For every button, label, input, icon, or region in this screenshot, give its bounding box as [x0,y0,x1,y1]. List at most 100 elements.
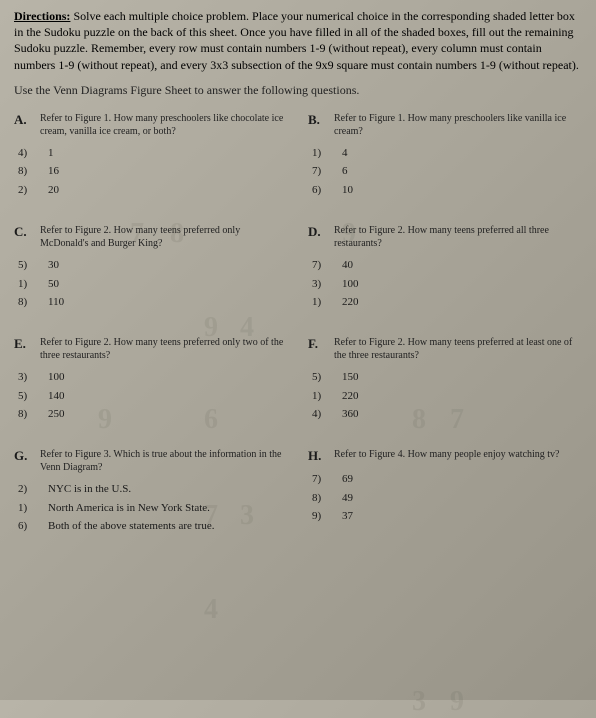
choice-value: 110 [48,293,64,312]
choice-number: 1) [312,144,328,163]
choice-row: 8) 16 [18,162,288,181]
choice-row: 7) 69 [312,470,582,489]
choice-number: 3) [312,275,328,294]
question-letter: A. [14,112,32,128]
choice-number: 6) [18,517,34,536]
directions-block: Directions: Solve each multiple choice p… [14,8,582,73]
choices-list: 2)NYC is in the U.S.1) North America is i… [14,480,288,536]
question-header: F. Refer to Figure 2. How many teens pref… [308,336,582,362]
choice-row: 1) North America is in New York State. [18,499,288,518]
question-header: A. Refer to Figure 1. How many preschoole… [14,112,288,138]
question-block: F. Refer to Figure 2. How many teens pref… [308,336,582,424]
choice-row: 9) 37 [312,507,582,526]
choice-number: 8) [18,162,34,181]
question-text: Refer to Figure 2. How many teens prefer… [334,224,582,250]
choices-list: 5)301)508)110 [14,256,288,312]
choice-value: 100 [48,368,65,387]
choice-number: 4) [312,405,328,424]
choices-list: 1)47)66)10 [308,144,582,200]
question-letter: F. [308,336,326,352]
choice-number: 9) [312,507,328,526]
choice-row: 6) Both of the above statements are true. [18,517,288,536]
question-block: A. Refer to Figure 1. How many preschoole… [14,112,288,200]
question-letter: H. [308,448,326,464]
directions-label: Directions: [14,9,70,23]
choice-value: 69 [342,470,353,489]
choice-value: 49 [342,489,353,508]
question-letter: C. [14,224,32,240]
question-text: Refer to Figure 2. How many teens prefer… [40,336,288,362]
question-letter: B. [308,112,326,128]
question-letter: D. [308,224,326,240]
choice-row: 2)NYC is in the U.S. [18,480,288,499]
choice-value: 250 [48,405,65,424]
question-block: G. Refer to Figure 3. Which is true about… [14,448,288,536]
choices-list: 7) 69 8) 49 9) 37 [308,470,582,526]
question-text: Refer to Figure 1. How many preschoolers… [40,112,288,138]
question-block: C. Refer to Figure 2. How many teens pref… [14,224,288,312]
choice-row: 2) 20 [18,181,288,200]
choice-number: 1) [312,293,328,312]
question-block: H. Refer to Figure 4. How many people enj… [308,448,582,536]
choice-value: 20 [48,181,59,200]
choice-number: 8) [312,489,328,508]
choices-list: 7)403) 100 1) 220 [308,256,582,312]
question-letter: G. [14,448,32,464]
choice-number: 8) [18,405,34,424]
choice-row: 5) 140 [18,387,288,406]
question-header: H. Refer to Figure 4. How many people enj… [308,448,582,464]
choice-value: North America is in New York State. [48,499,210,518]
choice-row: 8) 49 [312,489,582,508]
choice-number: 1) [18,499,34,518]
choice-value: 220 [342,293,359,312]
choice-value: 140 [48,387,65,406]
question-block: D. Refer to Figure 2. How many teens pref… [308,224,582,312]
choice-value: 100 [342,275,359,294]
question-text: Refer to Figure 4. How many people enjoy… [334,448,560,461]
choice-row: 4)360 [312,405,582,424]
choice-number: 7) [312,162,328,181]
choice-row: 4) 1 [18,144,288,163]
choice-value: 16 [48,162,59,181]
question-header: E. Refer to Figure 2. How many teens pref… [14,336,288,362]
choice-value: Both of the above statements are true. [48,517,214,536]
choice-number: 2) [18,181,34,200]
choice-value: 150 [342,368,359,387]
choice-number: 5) [18,256,34,275]
questions-grid: A. Refer to Figure 1. How many preschoole… [14,112,582,554]
sudoku-ghost-number: 9 [450,686,464,718]
question-block: E. Refer to Figure 2. How many teens pref… [14,336,288,424]
choice-row: 3) 100 [18,368,288,387]
choices-list: 5) 150 1) 2204)360 [308,368,582,424]
choice-value: 6 [342,162,348,181]
question-header: D. Refer to Figure 2. How many teens pref… [308,224,582,250]
question-text: Refer to Figure 3. Which is true about t… [40,448,288,474]
question-text: Refer to Figure 1. How many preschoolers… [334,112,582,138]
choice-row: 1) 220 [312,293,582,312]
choice-number: 3) [18,368,34,387]
choice-row: 6)10 [312,181,582,200]
question-header: G. Refer to Figure 3. Which is true about… [14,448,288,474]
choice-number: 2) [18,480,34,499]
sudoku-ghost-number: 4 [204,594,218,626]
choice-number: 5) [18,387,34,406]
sudoku-ghost-number: 3 [412,686,426,718]
question-letter: E. [14,336,32,352]
question-text: Refer to Figure 2. How many teens prefer… [40,224,288,250]
choice-number: 4) [18,144,34,163]
choice-row: 7)40 [312,256,582,275]
choice-number: 6) [312,181,328,200]
question-header: B. Refer to Figure 1. How many preschoole… [308,112,582,138]
choice-row: 5)30 [18,256,288,275]
choice-number: 1) [312,387,328,406]
choice-number: 5) [312,368,328,387]
choice-value: 1 [48,144,54,163]
choice-value: 220 [342,387,359,406]
choices-list: 4) 1 8) 16 2) 20 [14,144,288,200]
choice-row: 1) 220 [312,387,582,406]
question-text: Refer to Figure 2. How many teens prefer… [334,336,582,362]
choice-value: 37 [342,507,353,526]
choice-row: 3) 100 [312,275,582,294]
choice-row: 1)50 [18,275,288,294]
choice-number: 7) [312,470,328,489]
